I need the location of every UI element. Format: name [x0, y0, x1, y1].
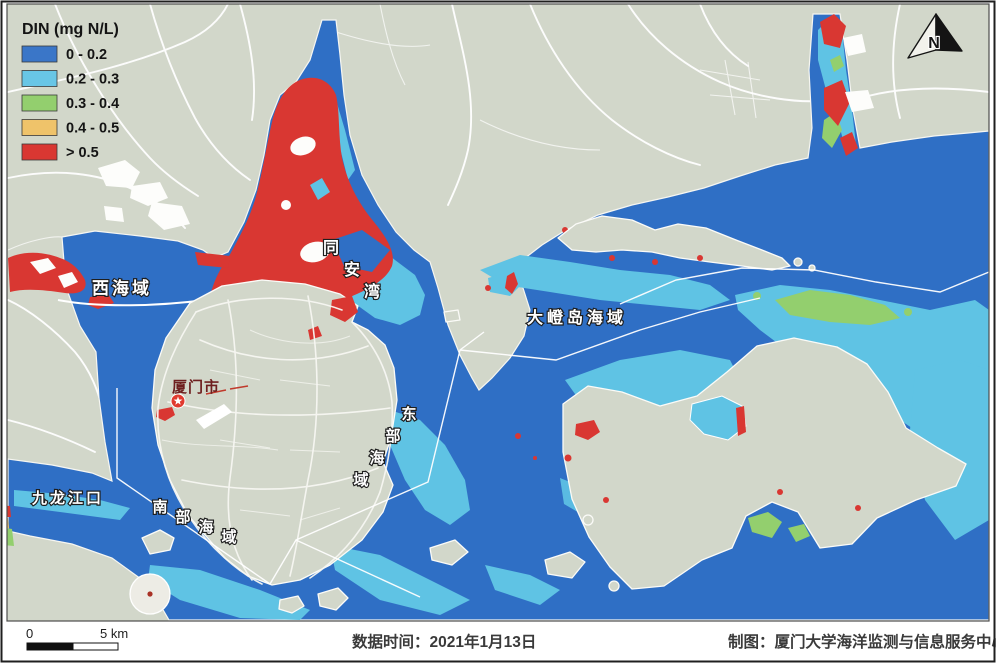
label-east-sea-4: 域	[353, 471, 368, 489]
label-tongan-1: 同	[323, 239, 339, 257]
legend-item: 0.2 - 0.3	[21, 70, 119, 88]
legend-item: 0 - 0.2	[21, 45, 107, 63]
footer-band: 0 5 km 数据时间：2021年1月13日 制图：厦门大学海洋监测与信息服务中…	[26, 626, 996, 651]
label-dadeng-sea: 大嶝岛海域	[527, 308, 627, 327]
label-tongan-3: 湾	[364, 282, 380, 301]
label-jiulong: 九龙江口	[31, 489, 104, 507]
legend-swatch-1	[21, 70, 58, 87]
label-south-sea-2: 部	[175, 508, 190, 526]
island-roads	[156, 295, 394, 585]
sea-zone-boundaries	[116, 267, 989, 598]
island-overlay-patches	[156, 255, 861, 542]
label-west-sea: 西海域	[92, 278, 152, 298]
island-roads-minor	[161, 329, 351, 521]
scale-bar-start: 0	[26, 626, 33, 641]
label-south-sea-4: 域	[221, 528, 236, 546]
white-patches	[30, 34, 874, 288]
kinmen-island	[562, 337, 967, 590]
legend-label-1: 0.2 - 0.3	[66, 72, 119, 88]
north-arrow-label: N	[928, 35, 940, 52]
city-red-streaks	[205, 385, 249, 395]
round-island-dot	[147, 591, 153, 597]
legend-swatch-3	[21, 119, 58, 136]
sea-area-labels: 西海域 同 安 湾 大嶝岛海域 东 部 海 域 南 部 海 域 九龙江口	[30, 238, 627, 547]
label-xiamen-city: 厦门市	[172, 378, 220, 396]
scale-bar-end: 5 km	[100, 626, 128, 641]
legend-item: 0.4 - 0.5	[21, 119, 119, 137]
label-east-sea-2: 部	[385, 427, 400, 445]
label-tongan-2: 安	[344, 260, 360, 279]
scale-bar	[26, 642, 119, 651]
legend-label-2: 0.3 - 0.4	[66, 96, 119, 112]
label-east-sea-1: 东	[401, 405, 416, 423]
label-east-sea-3: 海	[369, 449, 384, 467]
din-legend: DIN (mg N/L) 0 - 0.2 0.2 - 0.3 0.3 - 0.4…	[21, 21, 119, 161]
legend-swatch-2	[21, 94, 58, 112]
data-time-text: 数据时间：2021年1月13日	[352, 632, 536, 651]
mainland-roads-minor	[7, 4, 771, 251]
legend-label-0: 0 - 0.2	[66, 47, 107, 63]
legend-title: DIN (mg N/L)	[22, 21, 119, 38]
islands	[141, 215, 967, 614]
map-frame	[6, 3, 990, 622]
legend-item: 0.3 - 0.4	[21, 94, 119, 112]
legend-swatch-4	[21, 143, 58, 161]
label-south-sea-3: 海	[198, 518, 213, 536]
bridge-line	[57, 299, 206, 307]
city-star-marker	[170, 393, 186, 409]
bay-blue-wedge	[332, 230, 390, 272]
legend-label-3: 0.4 - 0.5	[66, 121, 119, 137]
credit-text: 制图：厦门大学海洋监测与信息服务中心	[728, 632, 996, 651]
legend-label-4: > 0.5	[66, 145, 99, 161]
legend-item: > 0.5	[21, 143, 99, 161]
dadeng-island	[557, 215, 791, 271]
map-canvas: 西海域 同 安 湾 大嶝岛海域 东 部 海 域 南 部 海 域 九龙江口 厦门市	[7, 4, 989, 621]
north-arrow-icon: N	[907, 13, 963, 59]
bay-cyan-sliver	[310, 178, 330, 200]
airport-area	[196, 404, 232, 429]
legend-swatch-0	[21, 45, 58, 63]
label-south-sea-1: 南	[152, 498, 167, 516]
